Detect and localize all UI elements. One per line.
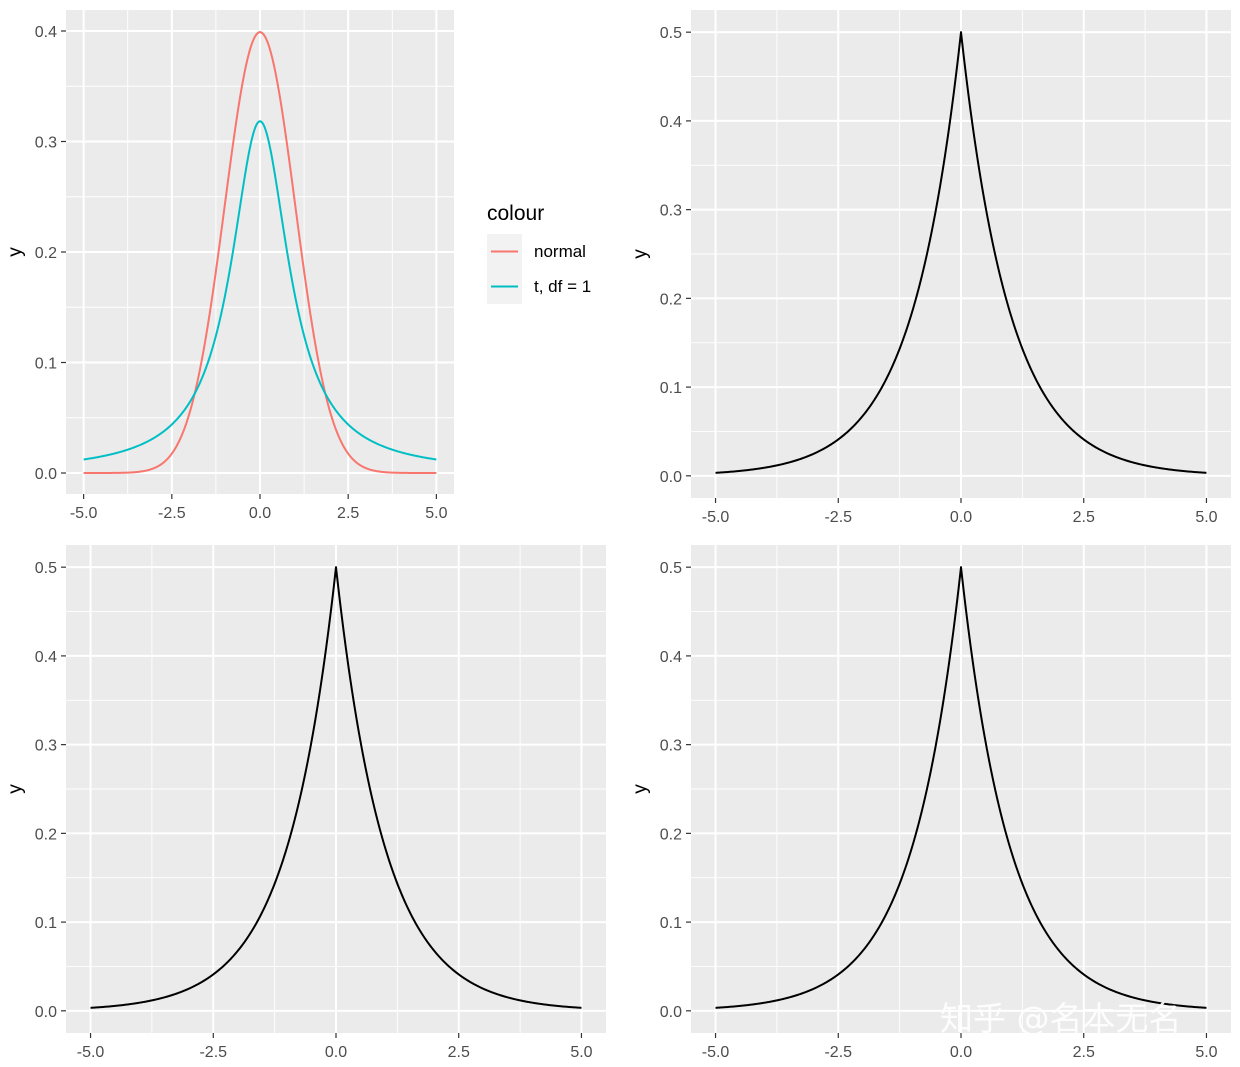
legend-label: t, df = 1 <box>534 277 591 296</box>
y-tick-label: 0.5 <box>660 560 682 577</box>
y-tick-label: 0.1 <box>660 915 682 932</box>
x-tick-label: 0.0 <box>325 1044 347 1061</box>
x-tick-label: -2.5 <box>158 505 186 522</box>
y-tick-label: 0.2 <box>35 826 57 843</box>
y-axis-title: y <box>5 247 26 257</box>
x-tick-label: 0.0 <box>249 505 271 522</box>
y-tick-label: 0.1 <box>35 356 57 373</box>
legend-title: colour <box>487 202 544 225</box>
x-tick-label: -2.5 <box>824 1044 852 1061</box>
y-tick-label: 0.4 <box>660 649 682 666</box>
x-tick-label: -2.5 <box>824 509 852 526</box>
y-tick-label: 0.1 <box>35 915 57 932</box>
series-line-1 <box>715 566 1207 1009</box>
y-tick-label: 0.4 <box>35 24 57 41</box>
x-tick-label: -5.0 <box>702 1044 730 1061</box>
y-tick-label: 0.2 <box>35 245 57 262</box>
y-tick-label: 0.2 <box>660 826 682 843</box>
y-tick-label: 0.4 <box>660 114 682 131</box>
series-line-1 <box>90 566 582 1009</box>
series-line-t-df-1 <box>83 120 437 461</box>
x-tick-label: 5.0 <box>1195 1044 1217 1061</box>
legend-label: normal <box>534 242 586 261</box>
y-axis-title: y <box>5 784 26 794</box>
chart-panel-4: -5.0 -2.5 0.0 2.5 5.0 0.0 0.1 0.2 0.3 0.4 0.5 y <box>630 545 1231 1061</box>
y-tick-label: 0.0 <box>35 466 57 483</box>
y-tick-label: 0.3 <box>35 134 57 151</box>
y-tick-label: 0.0 <box>660 1004 682 1021</box>
series-line-1 <box>715 31 1207 474</box>
x-tick-label: 2.5 <box>1073 1044 1095 1061</box>
x-tick-label: 0.0 <box>950 1044 972 1061</box>
series-line-normal <box>83 31 437 474</box>
y-tick-label: 0.1 <box>660 380 682 397</box>
x-tick-label: 2.5 <box>1073 509 1095 526</box>
y-tick-label: 0.3 <box>35 738 57 755</box>
chart-panel-1: -5.0 -2.5 0.0 2.5 5.0 0.0 0.1 0.2 0.3 0.4 y colour n… <box>5 10 591 522</box>
y-tick-label: 0.0 <box>35 1004 57 1021</box>
y-axis-title: y <box>630 249 651 259</box>
y-tick-label: 0.3 <box>660 203 682 220</box>
x-tick-label: 0.0 <box>950 509 972 526</box>
watermark-text: 知乎 @名本无名 <box>940 999 1182 1038</box>
chart-panel-3: -5.0 -2.5 0.0 2.5 5.0 0.0 0.1 0.2 0.3 0.4 0.5 y <box>5 545 606 1061</box>
x-tick-label: -2.5 <box>199 1044 227 1061</box>
x-tick-label: -5.0 <box>77 1044 105 1061</box>
y-tick-label: 0.0 <box>660 469 682 486</box>
x-tick-label: 5.0 <box>425 505 447 522</box>
x-tick-label: -5.0 <box>70 505 98 522</box>
y-tick-label: 0.5 <box>35 560 57 577</box>
y-tick-label: 0.2 <box>660 291 682 308</box>
x-tick-label: 2.5 <box>337 505 359 522</box>
x-tick-label: 5.0 <box>570 1044 592 1061</box>
legend: colour normal t, df = 1 <box>487 202 591 304</box>
chart-panel-2: -5.0 -2.5 0.0 2.5 5.0 0.0 0.1 0.2 0.3 0.4 0.5 y <box>630 10 1231 526</box>
y-axis-title: y <box>630 784 651 794</box>
x-tick-label: 2.5 <box>448 1044 470 1061</box>
x-tick-label: -5.0 <box>702 509 730 526</box>
y-tick-label: 0.5 <box>660 25 682 42</box>
y-tick-label: 0.3 <box>660 738 682 755</box>
x-tick-label: 5.0 <box>1195 509 1217 526</box>
y-tick-label: 0.4 <box>35 649 57 666</box>
